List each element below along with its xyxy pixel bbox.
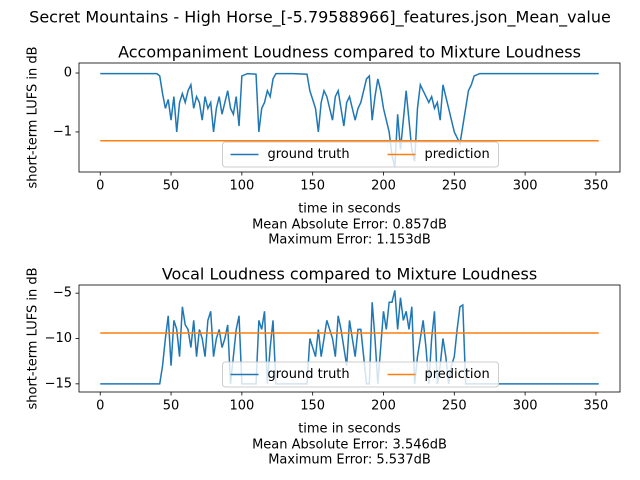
legend-label: ground truth [268,367,350,382]
x-tick-label: 100 [229,399,254,414]
axes-title: Vocal Loudness compared to Mixture Loudn… [162,265,537,284]
legend-label: prediction [425,367,490,382]
x-tick-label: 150 [300,399,325,414]
x-tick-label: 100 [229,179,254,194]
x-tick-label: 250 [442,179,467,194]
data-line [100,72,599,168]
annotation: Maximum Error: 1.153dB [268,233,431,248]
legend-label: ground truth [268,147,350,162]
x-tick-label: 0 [96,179,104,194]
x-tick-label: 0 [96,399,104,414]
x-axis-label: time in seconds [298,422,401,437]
legend-box [222,141,499,168]
figure-title: Secret Mountains - High Horse_[-5.795889… [29,8,611,28]
axes-title: Accompaniment Loudness compared to Mixtu… [118,43,581,62]
axes-frame [78,284,621,393]
x-tick-label: 50 [163,399,180,414]
x-tick-label: 350 [584,399,609,414]
y-tick-label: −1 [53,124,72,139]
y-tick-label: −10 [45,331,72,346]
legend-label: prediction [425,147,490,162]
x-tick-label: 50 [163,179,180,194]
annotation: Maximum Error: 5.537dB [268,453,431,468]
legend-box [222,361,499,388]
y-axis-label: short-term LUFS in dB [26,46,41,188]
x-tick-label: 250 [442,399,467,414]
axes-frame [78,62,621,173]
y-tick-label: −5 [53,286,72,301]
x-tick-label: 300 [513,179,538,194]
x-tick-label: 150 [300,179,325,194]
x-tick-label: 350 [584,179,609,194]
y-axis-label: short-term LUFS in dB [26,267,41,409]
x-axis-label: time in seconds [298,202,401,217]
x-tick-label: 300 [513,399,538,414]
annotation: Mean Absolute Error: 3.546dB [252,438,447,453]
y-tick-label: 0 [64,66,72,81]
y-tick-label: −15 [45,376,72,391]
annotation: Mean Absolute Error: 0.857dB [252,218,447,233]
x-tick-label: 200 [371,179,396,194]
x-tick-label: 200 [371,399,396,414]
